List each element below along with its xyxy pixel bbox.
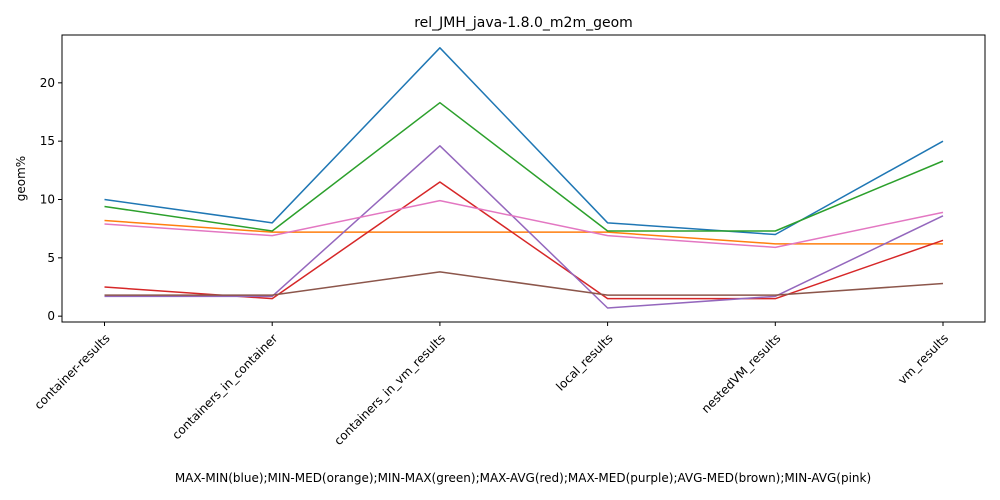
series-line-3 — [104, 101, 944, 232]
x-tick-label: containers_in_vm_results — [331, 331, 448, 448]
series-line-7 — [104, 199, 944, 249]
series-line-1 — [104, 47, 944, 236]
series-line-4 — [104, 181, 944, 300]
y-axis: 0 5 10 15 20 — [40, 76, 62, 323]
y-tick-label: 10 — [40, 193, 55, 207]
x-axis: container-results containers_in_container… — [32, 322, 951, 448]
series-line-2 — [104, 219, 943, 245]
x-tick-label: containers_in_container — [169, 331, 280, 442]
chart-title: rel_JMH_java-1.8.0_m2m_geom — [414, 15, 633, 31]
x-tick-label: container-results — [32, 331, 113, 412]
y-tick-label: 0 — [47, 309, 55, 323]
y-axis-label: geom% — [14, 156, 28, 201]
plot-lines — [104, 47, 944, 309]
x-tick-label: local_results — [553, 331, 615, 393]
x-axis-label: MAX-MIN(blue);MIN-MED(orange);MIN-MAX(gr… — [175, 471, 871, 485]
x-tick-label: nestedVM_results — [699, 331, 784, 416]
y-tick-label: 5 — [47, 251, 55, 265]
y-tick-label: 15 — [40, 134, 55, 148]
plot-frame — [61, 34, 986, 323]
y-tick-label: 20 — [40, 76, 55, 90]
x-tick-label: vm_results — [895, 331, 951, 387]
series-line-6 — [104, 271, 944, 296]
series-line-5 — [104, 145, 944, 309]
